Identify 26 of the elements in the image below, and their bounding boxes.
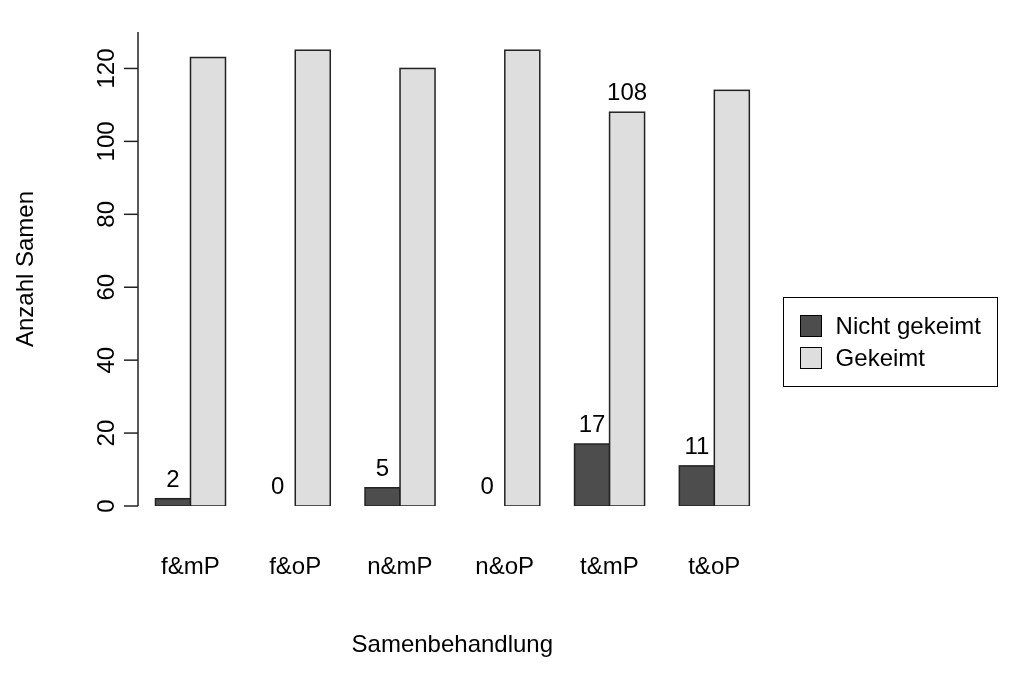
y-tick-label: 0	[92, 499, 119, 513]
x-tick-label: t&oP	[688, 552, 741, 579]
data-label: 2	[166, 464, 180, 492]
y-tick-label: 60	[92, 273, 119, 301]
bar	[294, 49, 332, 506]
x-axis-title: Samenbehandlung	[351, 630, 554, 657]
legend-label: Gekeimt	[835, 344, 925, 372]
legend-label: Nicht gekeimt	[835, 312, 981, 340]
x-tick-label: f&mP	[161, 552, 220, 579]
y-tick-label: 40	[92, 346, 119, 374]
y-tick-label: 80	[92, 200, 119, 228]
x-tick-label: f&oP	[269, 552, 322, 579]
y-tick-label: 120	[92, 48, 119, 89]
data-label: 11	[684, 431, 710, 459]
data-label: 0	[271, 472, 285, 499]
data-label: 108	[607, 78, 648, 106]
y-tick-label: 100	[92, 121, 119, 162]
data-label: 5	[375, 453, 390, 481]
x-tick-label: t&mP	[580, 552, 639, 579]
x-tick-label: n&oP	[475, 552, 535, 579]
y-axis-title: Anzahl Samen	[10, 190, 38, 348]
data-label: 17	[578, 410, 606, 438]
x-tick-label: n&mP	[367, 552, 433, 579]
bar	[504, 49, 541, 506]
y-tick-label: 20	[92, 419, 119, 447]
data-label: 0	[480, 472, 494, 499]
